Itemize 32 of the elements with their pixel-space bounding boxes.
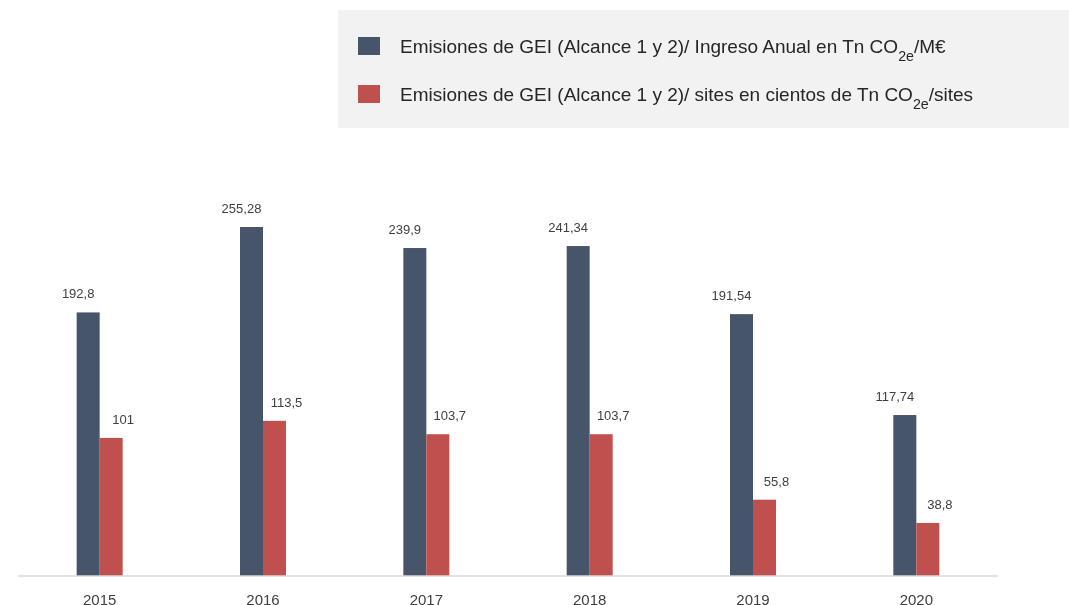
data-label: 117,74 [875,389,915,405]
bar [240,227,263,576]
x-tick-label: 2017 [409,591,444,605]
data-label: 255,28 [221,201,262,216]
bar [76,312,100,576]
bar [566,246,590,576]
legend-label: Emisiones de GEI (Alcance 1 y 2)/ sites en cientos de Tn CO$_{2e}$/sites [400,84,974,112]
data-label: 191,54 [711,288,752,304]
data-label: 103,7 [596,408,630,424]
bar [730,314,753,576]
x-tick-label: 2015 [82,591,117,605]
data-label: 101 [112,411,135,427]
bar [426,434,450,576]
data-label: 239,9 [388,222,422,238]
data-label: 241,34 [548,220,589,236]
bar [753,499,776,576]
bar [263,420,286,576]
data-label: 192,8 [61,286,95,302]
bar [893,415,917,576]
bar [589,434,613,576]
bar [403,248,427,576]
bar [99,437,123,576]
data-label: 103,7 [433,408,467,424]
x-tick-label: 2016 [246,591,280,605]
data-label: 38,8 [927,496,953,512]
x-tick-label: 2018 [572,591,607,605]
bar [916,522,940,576]
data-label: 55,8 [763,473,790,489]
x-tick-label: 2019 [736,591,770,605]
x-tick-label: 2020 [899,591,934,605]
legend-label: Emisiones de GEI (Alcance 1 y 2)/ Ingreso Anual en Tn CO$_{2e}$/M€ [400,36,947,64]
data-label: 113,5 [270,394,303,410]
